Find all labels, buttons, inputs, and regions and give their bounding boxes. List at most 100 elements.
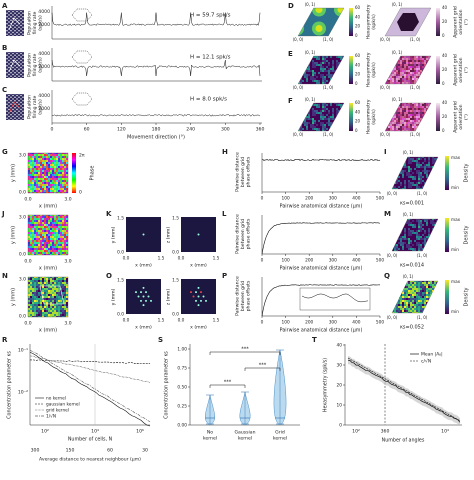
x-axis-label: x (mm) [190, 325, 207, 331]
colorbar-tick: min [451, 309, 459, 314]
x-tick-label: 200 [305, 258, 313, 264]
colorbar-tick: 20 [442, 67, 448, 72]
colorbar-label: Apparent grid [453, 54, 459, 86]
colorbar-label: Density [464, 287, 470, 306]
corner-label: (0, 0) [380, 37, 391, 42]
y-axis-label: y (mm) [11, 226, 17, 244]
corner-label: (0, 1) [403, 212, 414, 217]
colorbar [445, 218, 449, 252]
colorbar-tick: max [451, 155, 461, 160]
y-axis-label: Hexasymmetry (spk/s) [323, 358, 329, 412]
corner-label: (0, 0) [387, 253, 398, 258]
colorbar-label: orientation [458, 104, 464, 129]
x-tick-label: 0.0 [24, 197, 31, 203]
colorbar-label: (spk/s) [371, 109, 377, 125]
y-tick-label: 1.5 [117, 216, 124, 222]
colorbar-tick: 20 [355, 119, 361, 124]
y-tick-label: 0.75 [177, 366, 187, 372]
y-tick-label: 1.00 [177, 347, 187, 353]
panel-label: O [106, 272, 112, 280]
corner-label: (0, 1) [305, 50, 316, 55]
firing-rate-trace [51, 59, 261, 77]
inset-hexagon [71, 8, 93, 22]
x-axis-label: x (mm) [190, 263, 207, 269]
y-axis-label: phase offsets [246, 218, 252, 249]
y-axis-label: firing rate [32, 95, 38, 118]
y-tick-label: 3.0 [19, 215, 26, 221]
y-tick-label: 0.0 [19, 190, 26, 196]
y-axis-label: (spk/s) [38, 99, 44, 115]
colorbar-label: (°) [464, 19, 470, 25]
concentration-curve [29, 359, 151, 364]
y-tick-label: 0.0 [19, 314, 26, 320]
fit-curve [347, 357, 461, 421]
y-tick-label: 0.50 [177, 385, 187, 391]
x2-tick-label: 60 [107, 448, 113, 454]
significance-bracket [209, 384, 246, 388]
y-tick-label: 2000 [38, 106, 50, 112]
x-tick-label: 1.5 [158, 256, 165, 262]
grid-cell-image [6, 94, 24, 120]
trajectory [8, 59, 21, 73]
x-tick-label: 0.0 [178, 318, 185, 324]
colorbar-tick: max [451, 217, 461, 222]
panel-label: P [222, 272, 227, 280]
y-tick-label: 0.0 [172, 312, 179, 318]
kappa-label: κs=0.014 [400, 263, 424, 269]
kappa-label: κs=0.001 [400, 201, 424, 207]
legend-entry: gaussian kernel [46, 402, 80, 408]
colorbar-label: Hexasymmetry [366, 52, 372, 87]
cell-dot [192, 295, 195, 298]
y-axis-label: Pairwise distance [235, 214, 241, 254]
x-tick-label: 500 [376, 196, 384, 202]
density-map [391, 156, 439, 190]
y-axis-label: z (mm) [166, 289, 172, 306]
x-tick-label: 1.5 [213, 318, 220, 324]
x-axis-label: Number of cells, N [68, 437, 113, 443]
x-tick-label: 10² [352, 429, 360, 435]
category-label: Grid [275, 430, 285, 436]
corner-label: (1, 0) [410, 37, 421, 42]
cell-dot [197, 304, 200, 307]
colorbar [436, 103, 440, 131]
y-tick-label: 10⁻¹ [18, 348, 28, 354]
inset-box [299, 287, 371, 311]
significance-bracket [244, 367, 281, 371]
x-axis-label: Movement direction (°) [127, 135, 185, 141]
x-tick-label: 200 [305, 196, 313, 202]
y-axis-label: between grid [240, 219, 246, 249]
corner-label: (0, 1) [392, 97, 403, 102]
colorbar-tick: 0 [442, 81, 445, 86]
x-tick-label: 300 [329, 320, 337, 326]
x-tick-label: 300 [329, 196, 337, 202]
colorbar-tick: min [451, 185, 459, 190]
colorbar-label: (°) [464, 114, 470, 120]
firing-rate-trace [51, 114, 261, 117]
cell-dot [195, 291, 197, 294]
panel-label: R [2, 336, 8, 344]
colorbar-label: Density [464, 163, 470, 182]
y-tick-label: 2000 [38, 22, 50, 28]
inset-hexagon [71, 92, 93, 106]
y-axis-label: firing rate [32, 53, 38, 76]
cell-dot [200, 291, 202, 294]
dark-region [397, 13, 419, 31]
colorbar [445, 156, 449, 190]
x-tick-label: 0 [261, 196, 264, 202]
grid-cell-image [6, 52, 24, 78]
y-axis-label: Concentration parameter κs [164, 351, 170, 419]
colorbar-tick: 0 [355, 128, 358, 133]
distance-curve [261, 222, 381, 255]
corner-label: (0, 0) [293, 85, 304, 90]
inset-curve [301, 293, 369, 303]
annotation: H = 8.0 spk/s [190, 97, 227, 103]
kappa-label: κs=0.052 [400, 325, 424, 331]
colorbar-tick: 40 [355, 62, 361, 67]
colorbar-tick: 0 [355, 81, 358, 86]
colorbar-tick: 60 [355, 5, 361, 10]
panel-label: M [384, 210, 391, 218]
colorbar-label: Apparent grid [453, 6, 459, 38]
phase-region [39, 285, 65, 305]
x-tick-label: 0.0 [123, 318, 130, 324]
cell-dot [195, 299, 197, 302]
